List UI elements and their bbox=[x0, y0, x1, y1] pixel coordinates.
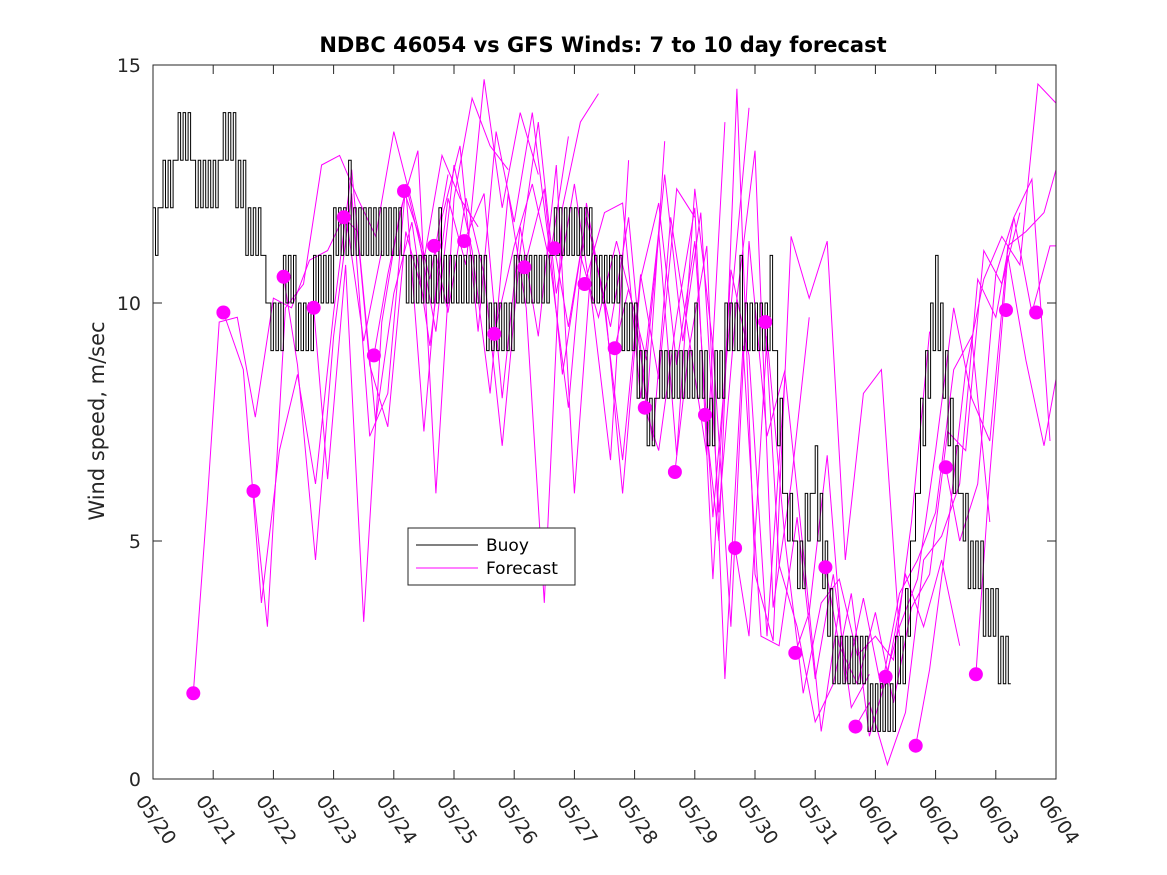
forecast-run-line-26 bbox=[975, 255, 1057, 675]
forecast-point-23 bbox=[878, 669, 893, 684]
forecast-point-18 bbox=[728, 541, 743, 556]
forecast-point-0 bbox=[186, 686, 201, 701]
forecast-point-1 bbox=[216, 305, 231, 320]
forecast-point-12 bbox=[547, 241, 562, 256]
forecast-point-2 bbox=[246, 484, 261, 498]
forecast-point-20 bbox=[788, 645, 803, 660]
x-tick-label-13: 06/02 bbox=[914, 791, 963, 848]
forecast-run-line-23 bbox=[885, 169, 1057, 677]
x-tick-label-5: 05/25 bbox=[432, 791, 481, 848]
forecast-point-17 bbox=[698, 407, 712, 422]
forecast-point-25 bbox=[938, 460, 953, 475]
forecast-point-27 bbox=[999, 303, 1013, 318]
forecast-point-6 bbox=[366, 348, 381, 363]
x-tick-label-9: 05/29 bbox=[673, 791, 722, 848]
forecast-point-15 bbox=[637, 400, 652, 415]
forecast-point-11 bbox=[517, 260, 532, 275]
y-tick-label-0: 0 bbox=[129, 769, 141, 791]
legend-buoy-label: Buoy bbox=[486, 536, 529, 556]
x-tick-label-6: 05/26 bbox=[492, 791, 541, 848]
x-tick-label-3: 05/23 bbox=[312, 791, 361, 848]
forecast-run-line-17 bbox=[704, 88, 900, 642]
forecast-run-line-1 bbox=[222, 169, 425, 603]
forecast-run-line-11 bbox=[523, 122, 726, 456]
forecast-point-26 bbox=[968, 667, 983, 682]
forecast-run-line-14 bbox=[614, 150, 810, 608]
x-tick-label-12: 06/01 bbox=[853, 791, 902, 848]
forecast-run-line-25 bbox=[945, 217, 1056, 542]
y-tick-label-5: 5 bbox=[129, 531, 141, 553]
x-tick-label-7: 05/27 bbox=[552, 791, 601, 848]
x-tick-label-11: 05/31 bbox=[793, 791, 842, 848]
forecast-run-line-12 bbox=[554, 107, 750, 518]
forecast-point-14 bbox=[607, 341, 622, 356]
forecast-point-24 bbox=[908, 738, 923, 753]
x-tick-label-4: 05/24 bbox=[372, 791, 421, 848]
x-tick-label-15: 06/04 bbox=[1034, 791, 1083, 848]
forecast-point-4 bbox=[306, 300, 321, 315]
forecast-run-line-4 bbox=[313, 96, 509, 622]
forecast-point-5 bbox=[336, 210, 351, 225]
forecast-run-line-9 bbox=[463, 141, 666, 494]
forecast-run-line-24 bbox=[915, 82, 1057, 746]
buoy-line bbox=[153, 112, 1011, 732]
forecast-point-19 bbox=[758, 315, 773, 329]
legend-forecast-label: Forecast bbox=[486, 559, 558, 579]
x-tick-label-2: 05/22 bbox=[251, 791, 300, 848]
forecast-point-16 bbox=[667, 465, 682, 479]
forecast-run-line-7 bbox=[403, 93, 599, 603]
forecast-point-7 bbox=[397, 184, 411, 199]
forecast-point-8 bbox=[427, 238, 442, 253]
forecast-point-28 bbox=[1029, 305, 1044, 320]
x-tick-label-0: 05/20 bbox=[131, 791, 180, 848]
forecast-run-line-22 bbox=[855, 177, 1051, 767]
forecast-point-10 bbox=[487, 326, 502, 341]
x-tick-label-8: 05/28 bbox=[613, 791, 662, 848]
x-tick-label-1: 05/21 bbox=[191, 791, 240, 848]
forecast-run-line-8 bbox=[433, 122, 630, 461]
forecast-run-line-21 bbox=[824, 212, 1021, 703]
x-tick-label-10: 05/30 bbox=[733, 791, 782, 848]
legend: Buoy Forecast bbox=[407, 527, 576, 586]
y-tick-label-15: 15 bbox=[117, 55, 141, 77]
forecast-run-line-3 bbox=[283, 153, 479, 561]
y-axis-label: Wind speed, m/sec bbox=[85, 321, 109, 520]
forecast-run-line-20 bbox=[794, 334, 991, 689]
y-tick-label-10: 10 bbox=[117, 293, 141, 315]
forecast-run-line-0 bbox=[192, 210, 383, 694]
x-tick-label-14: 06/03 bbox=[974, 791, 1023, 848]
plot-area bbox=[153, 79, 1057, 767]
forecast-point-9 bbox=[457, 234, 472, 249]
legend-box bbox=[407, 527, 576, 586]
plot-frame bbox=[152, 64, 1057, 780]
forecast-point-21 bbox=[818, 560, 833, 575]
forecast-point-22 bbox=[848, 719, 863, 734]
forecast-point-13 bbox=[577, 277, 592, 291]
forecast-run-line-16 bbox=[674, 245, 870, 710]
chart-title: NDBC 46054 vs GFS Winds: 7 to 10 day for… bbox=[319, 33, 886, 57]
forecast-point-3 bbox=[276, 269, 291, 284]
